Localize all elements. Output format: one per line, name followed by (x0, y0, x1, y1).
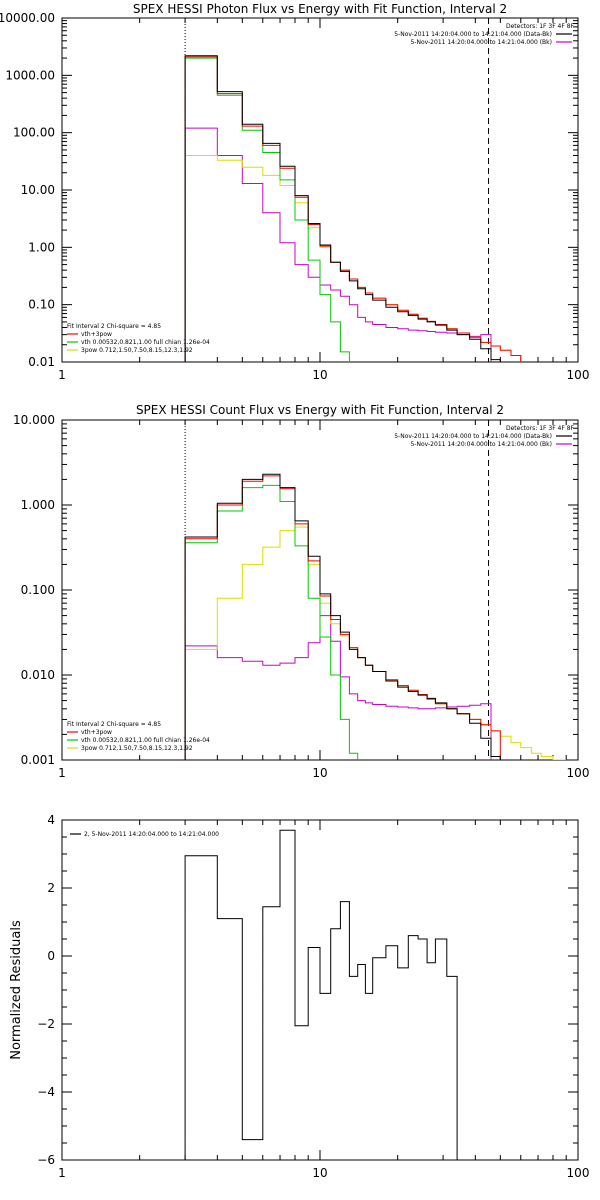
series-data-bk (184, 473, 501, 760)
series-3pow (184, 155, 522, 362)
legend-entry: 2, 5-Nov-2011 14:20:04.000 to 14:21:04.0… (84, 831, 219, 838)
series-vth-3pow (184, 475, 501, 760)
legend-entry: Detectors: 1F 3F 4F 8F (506, 425, 575, 432)
y-tick-label: 0.100 (21, 583, 55, 597)
y-tick-label: 2 (47, 881, 55, 895)
y-tick-label: −2 (37, 1017, 55, 1031)
plot-area (184, 829, 458, 1160)
x-tick-label: 100 (567, 1166, 590, 1180)
x-tick-label: 10 (312, 1166, 327, 1180)
plot-area (184, 473, 567, 760)
x-tick-label: 10 (312, 766, 327, 780)
series-vth-3pow (184, 56, 522, 362)
legend-entry: 3pow 0.712,1.50,7.50,8.15,12.3,1.92 (81, 347, 193, 354)
series-vth (184, 57, 359, 362)
y-tick-label: 0.001 (21, 753, 55, 767)
chart-panel-1: SPEX HESSI Photon Flux vs Energy with Fi… (0, 2, 590, 382)
legend-entry: Detectors: 1F 3F 4F 8F (506, 23, 575, 30)
plot-area (184, 55, 522, 362)
legend-entry: vth 0.00532,0.821,1.00 full chian 1.26e-… (81, 339, 210, 346)
chart-panel-3: Normalized Residuals 1 10 100 4 2 0 −2 −4 −6 2, 5-… (9, 813, 589, 1180)
y-tick-label: 0 (47, 949, 55, 963)
x-tick-label: 1 (58, 766, 66, 780)
legend-entry: 5-Nov-2011 14:20:04.000 to 14:21:04.000 … (410, 441, 552, 448)
legend-entry: 3pow 0.712,1.50,7.50,8.15,12.3,1.92 (81, 745, 193, 752)
legend-entry: 5-Nov-2011 14:20:04.000 to 14:21:04.000 … (394, 433, 552, 440)
y-tick-label: −4 (37, 1085, 55, 1099)
series-bk (184, 615, 492, 760)
y-tick-label: 10.00 (21, 183, 55, 197)
series-vth (184, 484, 359, 760)
chart-title: SPEX HESSI Photon Flux vs Energy with Fi… (133, 2, 507, 16)
x-tick-label: 100 (567, 368, 590, 382)
x-tick-label: 100 (567, 766, 590, 780)
series-bk (184, 127, 492, 362)
legend-entry: 5-Nov-2011 14:20:04.000 to 14:21:04.000 … (394, 31, 552, 38)
y-tick-label: 0.010 (21, 668, 55, 682)
y-tick-label: 10.000 (13, 413, 55, 427)
y-tick-label: 1.000 (21, 498, 55, 512)
legend-entry: Fit Interval 2 Chi-square = 4.85 (67, 323, 161, 330)
series-data-bk (184, 55, 501, 362)
y-axis-label: Normalized Residuals (9, 920, 24, 1060)
series-3pow (184, 526, 567, 760)
legend-entry: vth 0.00532,0.821,1.00 full chian 1.26e-… (81, 737, 210, 744)
chart-title: SPEX HESSI Count Flux vs Energy with Fit… (136, 403, 504, 417)
y-tick-label: 0.10 (28, 298, 55, 312)
series-residuals (184, 829, 458, 1160)
y-tick-label: 1.00 (28, 240, 55, 254)
x-tick-label: 10 (312, 368, 327, 382)
y-tick-label: 0.01 (28, 355, 55, 369)
y-tick-label: 4 (47, 813, 55, 827)
chart-panel-2: SPEX HESSI Count Flux vs Energy with Fit… (13, 403, 589, 780)
y-tick-label: 10000.00 (0, 11, 55, 25)
legend-entry: vth+3pow (81, 729, 112, 736)
x-tick-label: 1 (58, 1166, 66, 1180)
plot-frame (61, 17, 579, 363)
x-tick-label: 1 (58, 368, 66, 382)
y-tick-label: 100.00 (13, 126, 55, 140)
y-tick-label: 1000.00 (5, 68, 55, 82)
legend-entry: 5-Nov-2011 14:20:04.000 to 14:21:04.000 … (410, 39, 552, 46)
y-tick-label: −6 (37, 1153, 55, 1167)
legend-entry: vth+3pow (81, 331, 112, 338)
legend-entry: Fit Interval 2 Chi-square = 4.85 (67, 721, 161, 728)
